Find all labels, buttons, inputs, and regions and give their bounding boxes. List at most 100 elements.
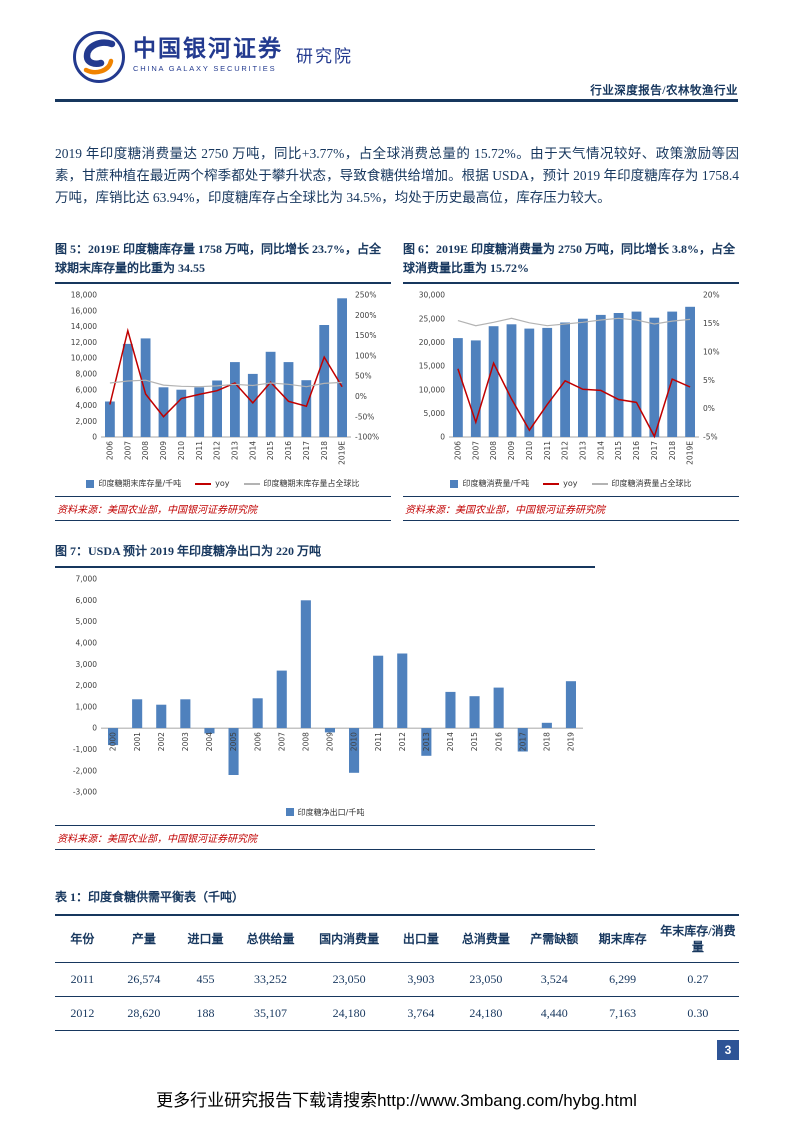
table-cell: 3,524 — [520, 962, 589, 998]
svg-text:200%: 200% — [355, 311, 376, 320]
svg-text:-5%: -5% — [703, 433, 718, 442]
svg-text:-100%: -100% — [355, 433, 379, 442]
svg-text:20%: 20% — [703, 291, 720, 300]
svg-text:2011: 2011 — [543, 441, 552, 460]
figure5-legend: 印度糖期末库存量/千吨 yoy 印度糖期末库存量占全球比 — [55, 478, 391, 489]
figure6-block: 图 6：2019E 印度糖消费量为 2750 万吨，同比增长 3.8%，占全球消… — [403, 240, 739, 522]
svg-text:15%: 15% — [703, 319, 720, 328]
figure7-title: 图 7：USDA 预计 2019 年印度糖净出口为 220 万吨 — [55, 544, 322, 558]
figure7-legend: 印度糖净出口/千吨 — [55, 807, 595, 818]
svg-text:2019E: 2019E — [686, 441, 695, 465]
svg-text:25,000: 25,000 — [419, 314, 445, 323]
table-cell: 28,620 — [109, 996, 179, 1032]
svg-text:2011: 2011 — [195, 441, 204, 460]
figure7-block: 图 7：USDA 预计 2019 年印度糖净出口为 220 万吨 -3,000-… — [55, 542, 595, 850]
line-swatch-icon — [591, 482, 608, 485]
figure6-source-block: 资料来源：美国农业部，中国银河证券研究院 — [403, 496, 739, 522]
figure6-title: 图 6：2019E 印度糖消费量为 2750 万吨，同比增长 3.8%，占全球消… — [403, 242, 736, 275]
legend-item: yoy — [543, 479, 578, 488]
figure5-source: 资料来源：美国农业部，中国银河证券研究院 — [57, 505, 257, 517]
svg-text:2007: 2007 — [123, 441, 132, 460]
svg-text:5,000: 5,000 — [424, 409, 446, 418]
institute-label: 研究院 — [296, 47, 353, 66]
figure5-chart: 0 2,000 4,000 6,000 8,000 10,000 12,000 14,000 1… — [55, 287, 391, 477]
svg-text:0: 0 — [92, 723, 97, 732]
svg-text:2008: 2008 — [301, 731, 310, 750]
svg-text:2009: 2009 — [507, 441, 516, 460]
table-cell: 0.30 — [656, 996, 739, 1032]
table-cell: 188 — [178, 996, 233, 1032]
svg-text:3,000: 3,000 — [76, 659, 98, 668]
svg-text:2012: 2012 — [561, 441, 570, 460]
figure7-chart: -3,000 -2,000 -1,000 0 1,000 2,000 3,000 4,000 5… — [55, 571, 595, 806]
svg-text:2017: 2017 — [650, 441, 659, 460]
svg-text:2008: 2008 — [141, 441, 150, 460]
table-header-row: 年份 产量 进口量 总供给量 国内消费量 出口量 总消费量 产需缺额 期末库存 年末库存/消费量 — [55, 914, 739, 964]
table-column-header: 产量 — [109, 914, 179, 964]
svg-text:8,000: 8,000 — [76, 370, 98, 379]
figure7-source-block: 资料来源：美国农业部，中国银河证券研究院 — [55, 824, 595, 850]
legend-item: 印度糖期末库存量占全球比 — [243, 478, 360, 489]
table-cell: 2012 — [55, 996, 110, 1032]
svg-text:2018: 2018 — [668, 441, 677, 460]
table-cell: 33,252 — [232, 962, 309, 998]
figure7-source: 资料来源：美国农业部，中国银河证券研究院 — [57, 833, 257, 845]
svg-text:5%: 5% — [703, 376, 715, 385]
svg-text:5,000: 5,000 — [76, 617, 98, 626]
intro-paragraph: 2019 年印度糖消费量达 2750 万吨，同比+3.77%，占全球消费总量的 … — [55, 146, 739, 205]
figure6-chart: 0 5,000 10,000 15,000 20,000 25,000 30,000 -5% 0… — [403, 287, 739, 477]
page-number-badge: 3 — [717, 1040, 739, 1060]
svg-text:2016: 2016 — [632, 441, 641, 460]
svg-text:2014: 2014 — [248, 441, 257, 460]
svg-text:0: 0 — [92, 433, 97, 442]
svg-text:10,000: 10,000 — [419, 385, 445, 394]
svg-text:4,000: 4,000 — [76, 638, 98, 647]
table-column-header: 年末库存/消费量 — [656, 914, 739, 964]
svg-text:2007: 2007 — [471, 441, 480, 460]
brand-block: 中国银河证券 CHINA GALAXY SECURITIES — [133, 36, 283, 73]
table-column-header: 进口量 — [178, 914, 233, 964]
legend-item: 印度糖期末库存量/千吨 — [86, 478, 181, 489]
svg-text:2010: 2010 — [177, 441, 186, 460]
legend-item: 印度糖消费量占全球比 — [591, 478, 692, 489]
table-cell: 3,764 — [390, 996, 452, 1032]
svg-text:30,000: 30,000 — [419, 291, 445, 300]
svg-text:7,000: 7,000 — [76, 574, 98, 583]
svg-text:1,000: 1,000 — [76, 702, 98, 711]
bar-swatch-icon — [285, 808, 294, 817]
table-cell: 23,050 — [451, 962, 521, 998]
svg-text:6,000: 6,000 — [76, 385, 98, 394]
table1-title: 表 1：印度食糖供需平衡表（千吨） — [55, 890, 245, 904]
figure5-title: 图 5：2019E 印度糖库存量 1758 万吨，同比增长 23.7%，占全球期… — [55, 242, 382, 275]
svg-text:20,000: 20,000 — [419, 338, 445, 347]
svg-text:2015: 2015 — [470, 731, 479, 750]
svg-text:0%: 0% — [355, 392, 367, 401]
svg-text:-1,000: -1,000 — [73, 745, 97, 754]
report-category-tag: 行业深度报告/农林牧渔行业 — [590, 85, 738, 97]
table-column-header: 年份 — [55, 914, 110, 964]
svg-text:150%: 150% — [355, 331, 376, 340]
svg-text:2012: 2012 — [213, 441, 222, 460]
table-cell: 4,440 — [520, 996, 589, 1032]
figure6-source: 资料来源：美国农业部，中国银河证券研究院 — [405, 505, 605, 517]
table-cell: 0.27 — [656, 962, 739, 998]
svg-text:2013: 2013 — [579, 441, 588, 460]
svg-text:0%: 0% — [703, 404, 715, 413]
svg-text:2010: 2010 — [525, 441, 534, 460]
svg-text:250%: 250% — [355, 291, 376, 300]
svg-text:2005: 2005 — [229, 731, 238, 750]
svg-text:2006: 2006 — [454, 441, 463, 460]
svg-text:2,000: 2,000 — [76, 681, 98, 690]
svg-text:2014: 2014 — [446, 731, 455, 750]
svg-text:16,000: 16,000 — [71, 307, 97, 316]
svg-text:2010: 2010 — [350, 731, 359, 750]
supply-demand-table: 年份 产量 进口量 总供给量 国内消费量 出口量 总消费量 产需缺额 期末库存 年末库存/消费量 … — [55, 914, 739, 1032]
svg-text:2018: 2018 — [543, 731, 552, 750]
line-swatch-icon — [543, 482, 560, 485]
footer-download-link[interactable]: 更多行业研究报告下载请搜索http://www.3mbang.com/hybg.… — [156, 1091, 637, 1110]
figure6-legend: 印度糖消费量/千吨 yoy 印度糖消费量占全球比 — [403, 478, 739, 489]
table1-block: 表 1：印度食糖供需平衡表（千吨） 年份 产量 进口量 总供给量 国内消费量 出口量 总消费… — [55, 888, 739, 1032]
brand-name-en: CHINA GALAXY SECURITIES — [133, 64, 277, 74]
table-cell: 24,180 — [308, 996, 391, 1032]
